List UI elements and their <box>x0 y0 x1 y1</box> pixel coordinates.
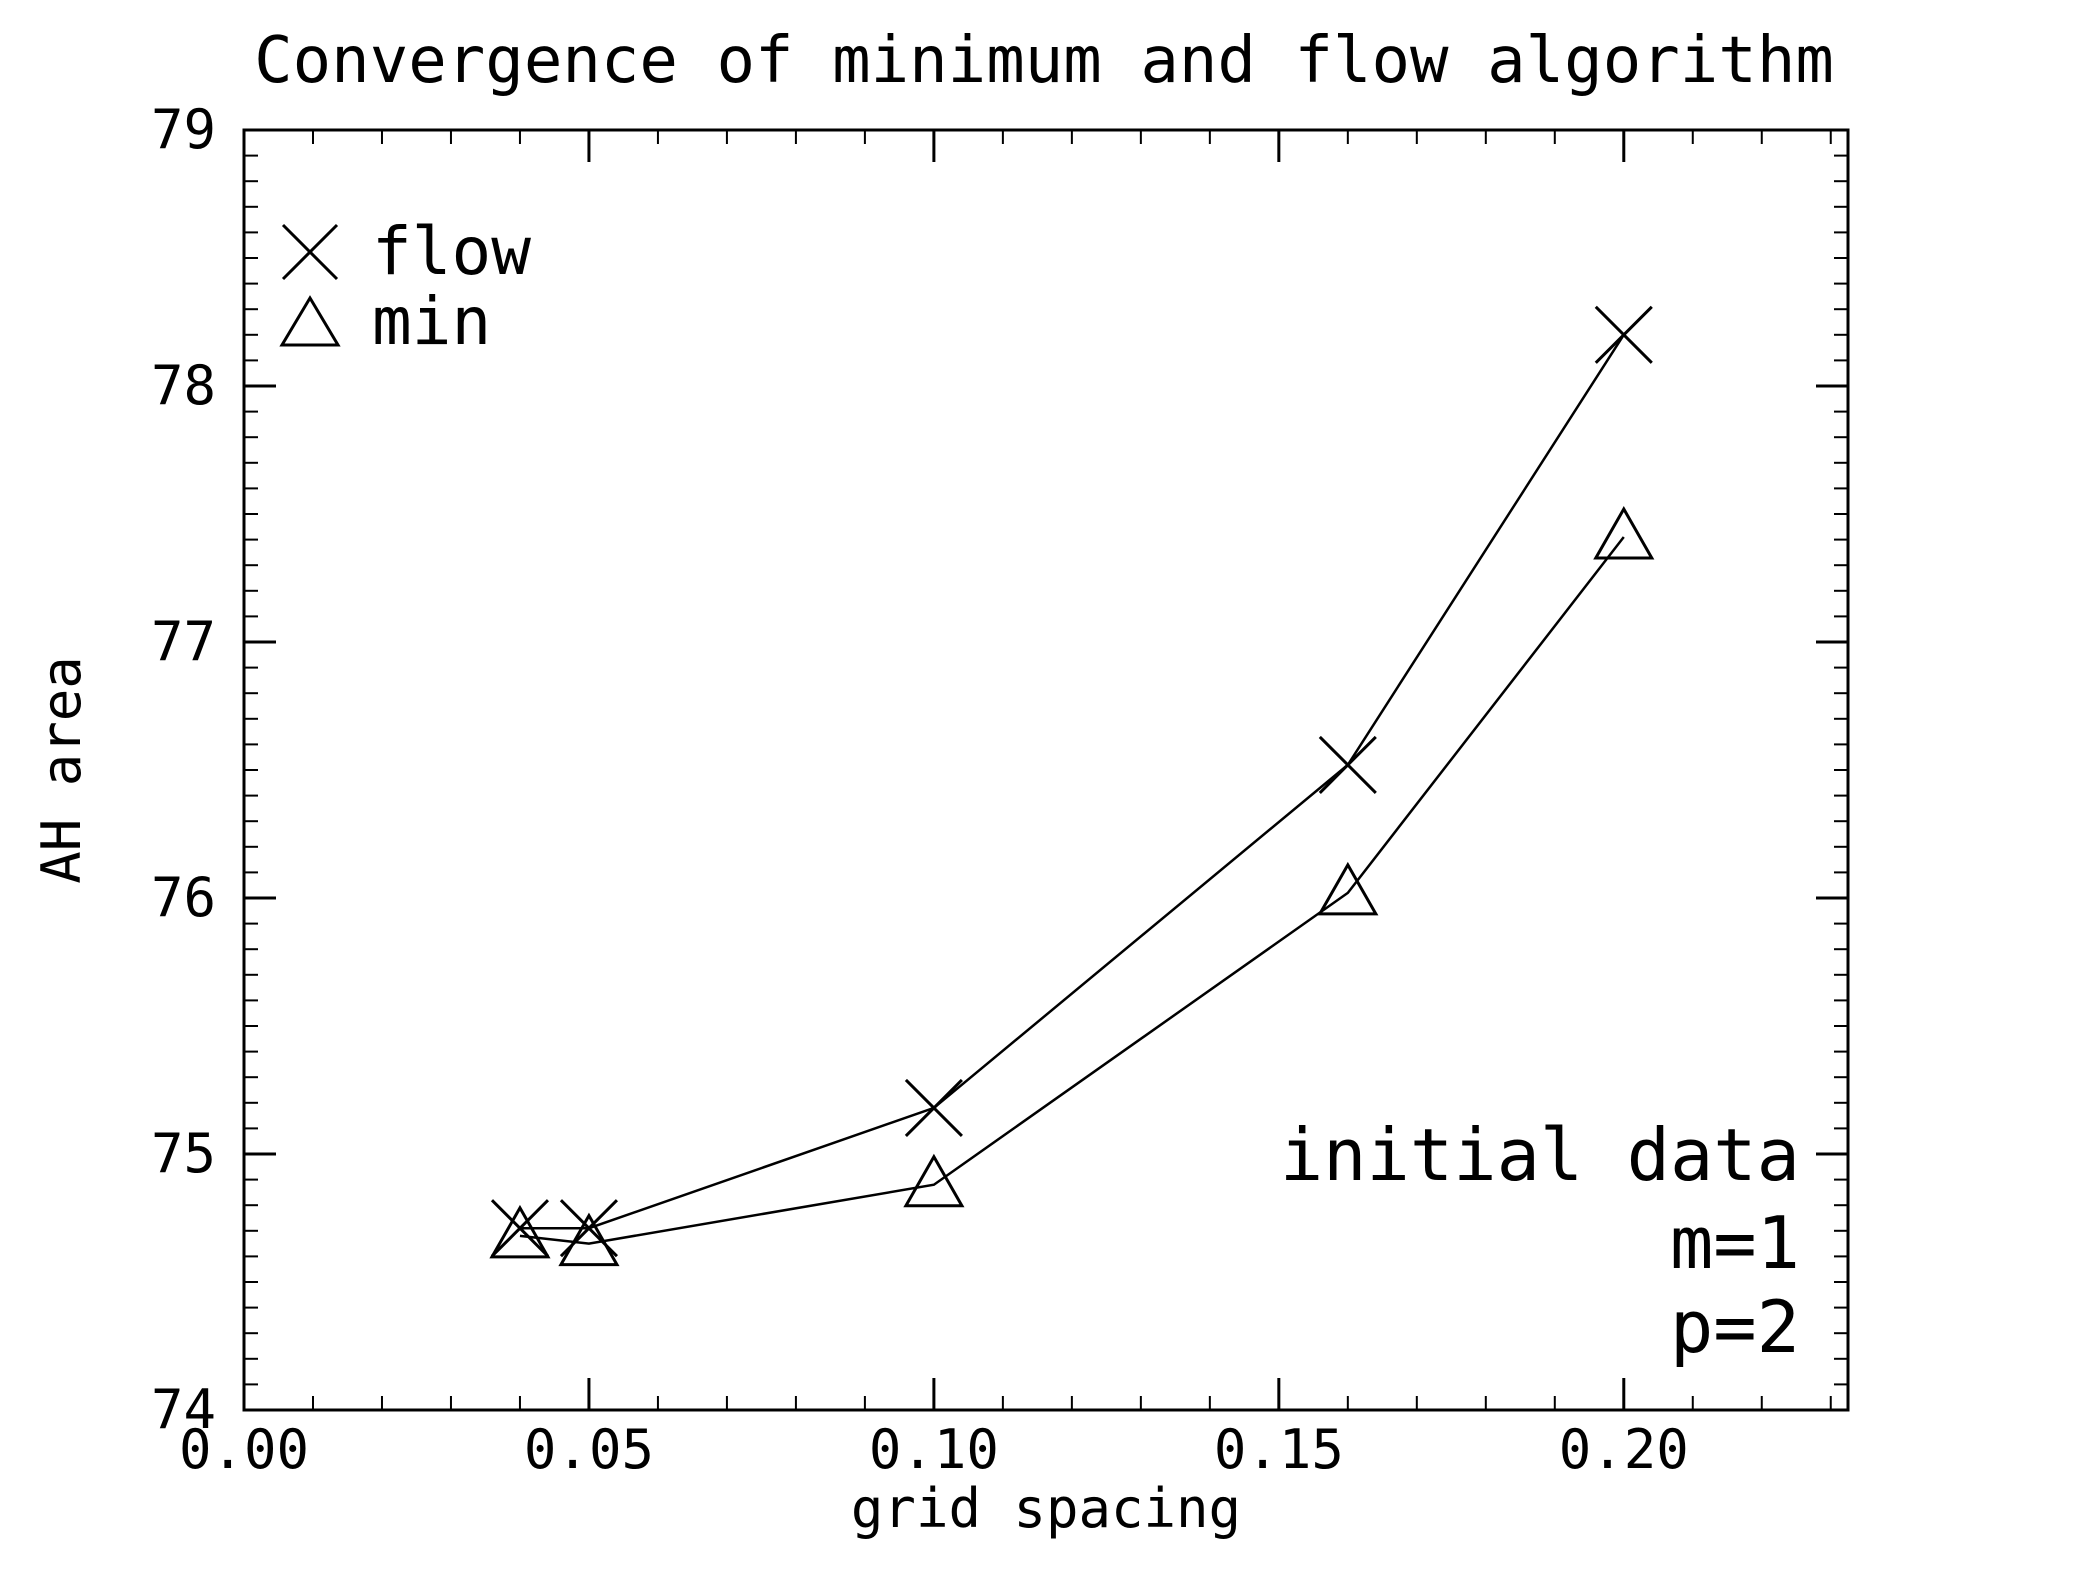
x-marker-stroke <box>1594 305 1653 364</box>
x-marker-stroke <box>490 1199 550 1258</box>
x-tick-label: 0.05 <box>524 1418 654 1481</box>
y-tick-label: 76 <box>151 866 216 929</box>
y-tick-labels: 74 75 76 77 78 79 <box>151 98 216 1441</box>
x-marker-stroke <box>1318 735 1377 794</box>
data-point-min <box>489 1204 551 1259</box>
major-ticks <box>242 128 1848 1412</box>
series-line-min <box>519 536 1625 1245</box>
series-line-flow <box>519 334 1625 1230</box>
y-tick-label: 79 <box>151 98 216 161</box>
minor-ticks <box>244 130 1848 1410</box>
legend-entry-min: min <box>279 283 491 360</box>
legend-marker-triangle-icon <box>279 295 341 347</box>
data-point-flow <box>490 1199 550 1258</box>
x-tick-label: 0.15 <box>1214 1418 1344 1481</box>
legend-marker-x-icon <box>281 223 339 281</box>
annotation-p: p=2 <box>1670 1285 1800 1369</box>
y-tick-label: 78 <box>151 354 216 417</box>
annotation-initial-data: initial data <box>1280 1113 1800 1197</box>
data-point-flow <box>1318 735 1377 794</box>
data-point-flow <box>904 1078 963 1137</box>
data-point-min <box>1593 506 1655 560</box>
x-tick-label: 0.00 <box>179 1418 309 1481</box>
x-marker-stroke <box>904 1078 963 1137</box>
y-tick-label: 75 <box>151 1122 216 1185</box>
series-min <box>489 506 1655 1267</box>
data-point-min <box>903 1153 965 1208</box>
legend-label-flow: flow <box>372 213 531 290</box>
y-axis-label: AH area <box>30 656 93 884</box>
x-axis-label: grid spacing <box>851 1477 1241 1540</box>
annotation-m: m=1 <box>1670 1201 1800 1285</box>
x-tick-labels: 0.00 0.05 0.10 0.15 0.20 <box>179 1418 1689 1481</box>
legend-entry-flow: flow <box>281 213 531 290</box>
x-tick-label: 0.20 <box>1559 1418 1689 1481</box>
y-tick-label: 74 <box>151 1378 216 1441</box>
data-point-flow <box>1594 305 1653 364</box>
data-point-min <box>1317 861 1379 916</box>
series-layer <box>489 305 1655 1267</box>
legend-label-min: min <box>372 283 491 360</box>
legend: flow min <box>279 213 531 360</box>
chart-title: Convergence of minimum and flow algorith… <box>254 24 1834 98</box>
data-point-min <box>558 1212 620 1267</box>
y-tick-label: 77 <box>151 610 216 673</box>
x-tick-label: 0.10 <box>869 1418 999 1481</box>
annotation-block: initial data m=1 p=2 <box>1280 1113 1800 1369</box>
